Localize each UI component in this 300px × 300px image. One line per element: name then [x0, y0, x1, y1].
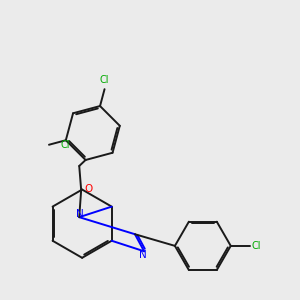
Text: O: O: [84, 184, 92, 194]
Text: N: N: [140, 250, 147, 260]
Text: Cl: Cl: [251, 241, 261, 251]
Text: Cl: Cl: [100, 74, 109, 85]
Text: Cl: Cl: [61, 140, 70, 150]
Text: N: N: [76, 209, 84, 219]
